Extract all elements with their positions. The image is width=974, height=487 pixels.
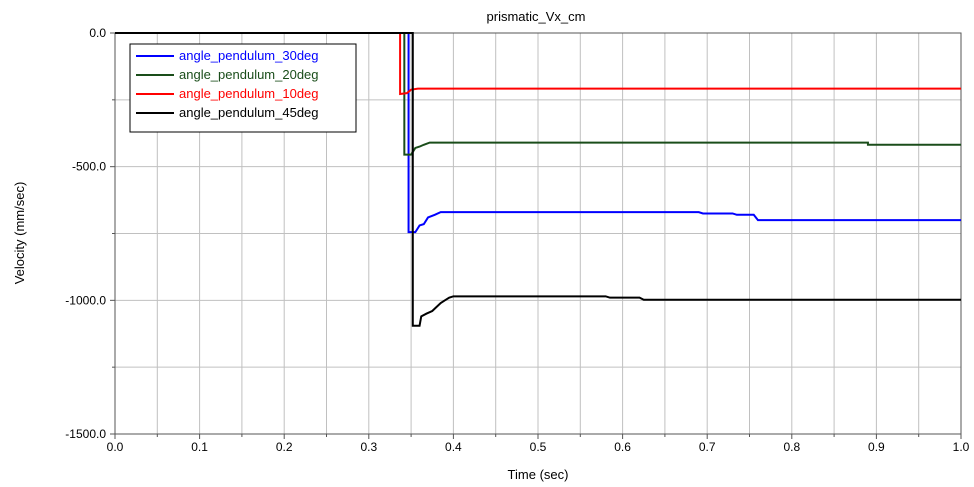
- x-axis-title: Time (sec): [508, 467, 569, 482]
- series-line-angle-pendulum-20deg: [115, 32, 961, 156]
- x-tick-label: 0.1: [191, 440, 208, 454]
- x-tick-label: 1.0: [953, 440, 970, 454]
- y-tick-label: -1000.0: [65, 293, 106, 307]
- series-lines: [115, 32, 961, 327]
- x-tick-label: 0.6: [614, 440, 631, 454]
- legend-box: [129, 43, 357, 133]
- legend: angle_pendulum_30deg angle_pendulum_20deg…: [129, 43, 357, 133]
- y-tick-label: -500.0: [72, 160, 106, 174]
- legend-label: angle_pendulum_45deg: [179, 105, 319, 120]
- legend-label: angle_pendulum_30deg: [179, 48, 319, 63]
- x-tick-label: 0.0: [107, 440, 124, 454]
- x-tick-label: 0.8: [783, 440, 800, 454]
- y-tick-label: 0.0: [89, 26, 106, 40]
- x-tick-label: 0.7: [699, 440, 716, 454]
- legend-label: angle_pendulum_10deg: [179, 86, 319, 101]
- y-tick-label: -1500.0: [65, 427, 106, 441]
- x-tick-label: 0.5: [530, 440, 547, 454]
- y-axis: 0.0 -500.0 -1000.0 -1500.0: [65, 26, 115, 441]
- y-axis-title: Velocity (mm/sec): [12, 182, 27, 285]
- x-tick-label: 0.2: [276, 440, 293, 454]
- x-tick-label: 0.9: [868, 440, 885, 454]
- x-axis: 0.0 0.1 0.2 0.3 0.4 0.5 0.6 0.7 0.8 0.9 1.0: [107, 434, 970, 454]
- chart-title: prismatic_Vx_cm: [487, 9, 586, 24]
- x-tick-label: 0.4: [445, 440, 462, 454]
- series-line-angle-pendulum-45deg: [115, 32, 961, 327]
- x-tick-label: 0.3: [360, 440, 377, 454]
- legend-label: angle_pendulum_20deg: [179, 67, 319, 82]
